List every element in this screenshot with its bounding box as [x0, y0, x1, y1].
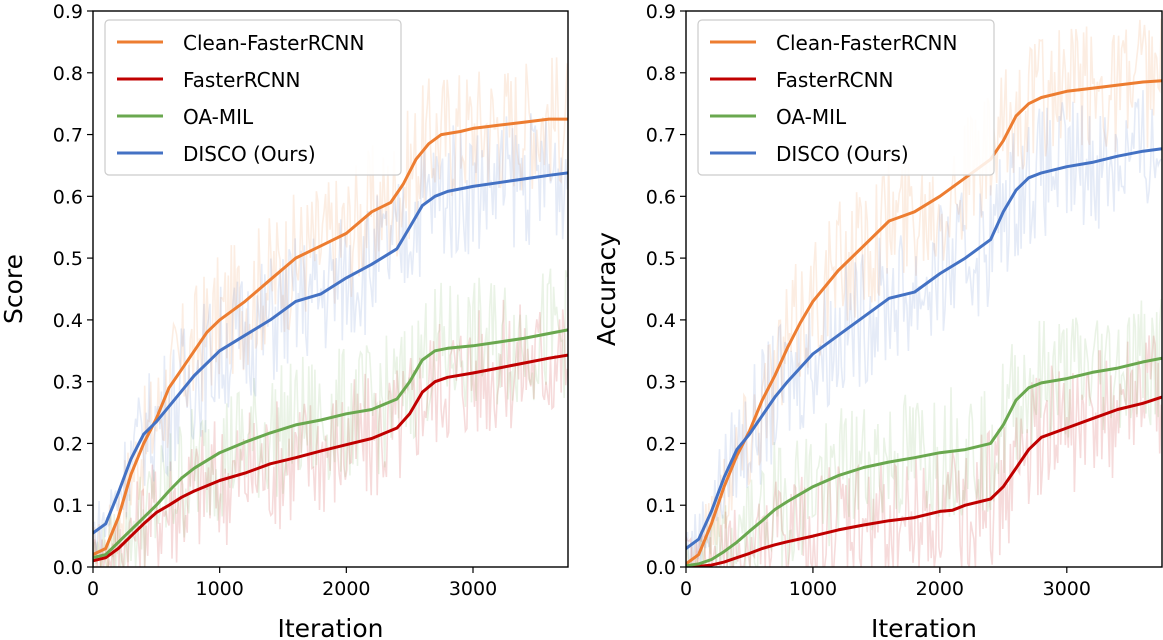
legend-label: Clean-FasterRCNN — [183, 31, 364, 55]
y-tick-label: 0.3 — [646, 372, 676, 394]
x-axis-label: Iteration — [871, 614, 977, 640]
series-lines — [93, 117, 568, 563]
y-tick-label: 0.8 — [53, 63, 83, 85]
y-axis-label: Accuracy — [592, 232, 621, 346]
raw-series-clean-fasterrcnn — [686, 18, 1162, 567]
legend-label: DISCO (Ours) — [776, 142, 909, 166]
y-axis-label: Score — [0, 254, 28, 324]
y-tick-label: 0.7 — [646, 125, 676, 147]
series-line-disco-ours- — [686, 147, 1162, 550]
legend-label: FasterRCNN — [183, 68, 301, 92]
y-tick-label: 0.0 — [646, 557, 676, 579]
series-line-fasterrcnn — [93, 353, 568, 563]
legend-label: FasterRCNN — [776, 68, 894, 92]
legend: Clean-FasterRCNN FasterRCNN OA-MIL DISCO (O… — [697, 19, 995, 176]
right-chart-panel: 0.0 0.1 0.2 0.3 0.4 0.5 0.6 0.7 0.8 0.9 0 1000 2000 3… — [592, 1, 1163, 640]
y-tick-label: 0.2 — [53, 433, 83, 455]
y-tick-label: 0.1 — [53, 495, 83, 517]
legend-box — [104, 19, 402, 176]
axes-frame — [92, 10, 569, 568]
y-tick-label: 0.8 — [646, 63, 676, 85]
y-tick-label: 0.3 — [53, 372, 83, 394]
raw-noise-layer — [686, 18, 1162, 567]
x-axis-label: Iteration — [277, 614, 383, 640]
x-tick-label: 0 — [680, 578, 692, 600]
y-tick-label: 0.1 — [646, 495, 676, 517]
x-tick-label: 3000 — [449, 578, 497, 600]
axes-frame — [685, 10, 1163, 568]
raw-series-disco-ours- — [686, 90, 1162, 567]
left-chart-panel: 0.0 0.1 0.2 0.3 0.4 0.5 0.6 0.7 0.8 0.9 0 1000 2000 3… — [0, 1, 569, 640]
legend-label: DISCO (Ours) — [183, 142, 316, 166]
series-line-clean-fasterrcnn — [93, 117, 568, 557]
y-tick-label: 0.9 — [646, 1, 676, 23]
series-line-disco-ours- — [93, 171, 568, 535]
series-lines — [686, 79, 1162, 567]
x-tick-label: 1000 — [195, 578, 243, 600]
x-tick-label: 0 — [87, 578, 99, 600]
legend-label: OA-MIL — [183, 105, 254, 129]
y-tick-label: 0.6 — [646, 186, 676, 208]
y-tick-label: 0.4 — [53, 310, 83, 332]
x-tick-label: 1000 — [789, 578, 837, 600]
x-tick-label: 3000 — [1043, 578, 1091, 600]
y-tick-label: 0.6 — [53, 186, 83, 208]
y-tick-label: 0.0 — [53, 557, 83, 579]
y-tick-label: 0.5 — [646, 248, 676, 270]
legend-label: Clean-FasterRCNN — [776, 31, 957, 55]
x-tick-label: 2000 — [916, 578, 964, 600]
y-tick-label: 0.9 — [53, 1, 83, 23]
series-line-fasterrcnn — [686, 395, 1162, 567]
legend-box — [697, 19, 995, 176]
legend: Clean-FasterRCNN FasterRCNN OA-MIL DISCO (O… — [104, 19, 402, 176]
series-line-oa-mil — [686, 356, 1162, 567]
series-line-clean-fasterrcnn — [686, 79, 1162, 566]
x-tick-label: 2000 — [322, 578, 370, 600]
y-tick-label: 0.5 — [53, 248, 83, 270]
y-tick-label: 0.7 — [53, 125, 83, 147]
raw-series-fasterrcnn — [686, 335, 1162, 567]
legend-label: OA-MIL — [776, 105, 847, 129]
series-line-oa-mil — [93, 328, 568, 560]
y-tick-label: 0.2 — [646, 433, 676, 455]
y-tick-label: 0.4 — [646, 310, 676, 332]
raw-series-oa-mil — [686, 299, 1162, 567]
